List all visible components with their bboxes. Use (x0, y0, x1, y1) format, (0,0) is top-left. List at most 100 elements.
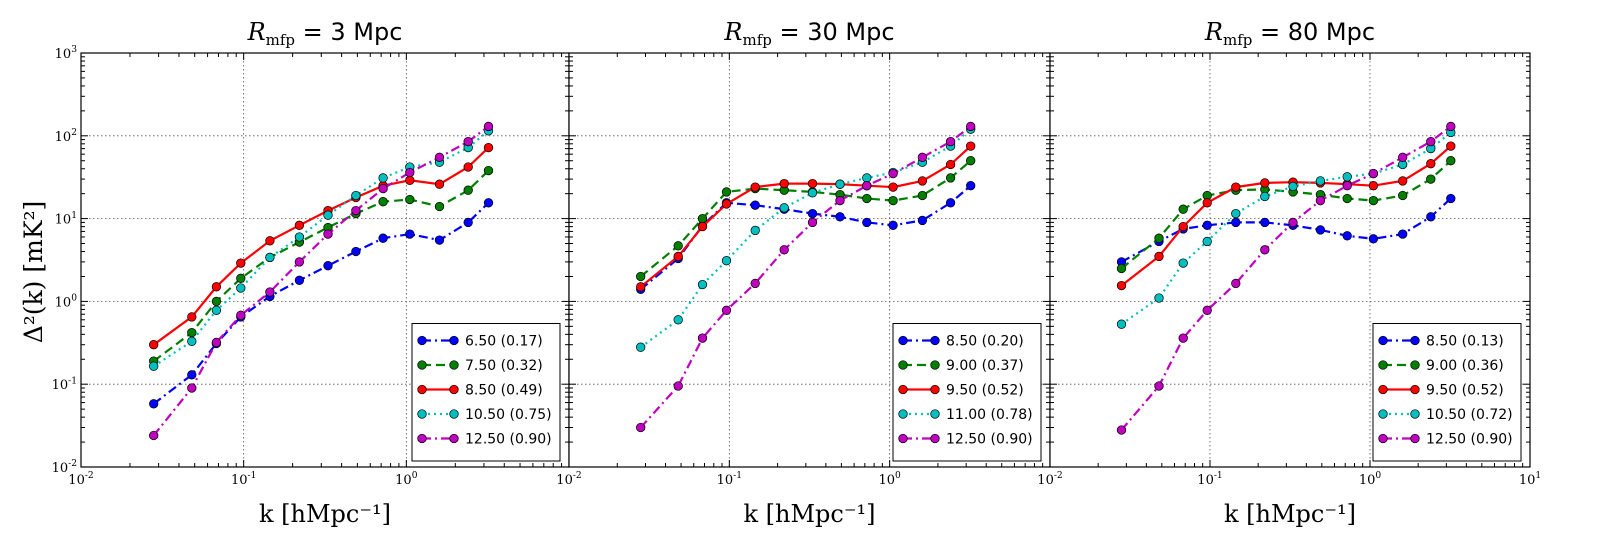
data-point (945, 173, 956, 183)
data-point (1315, 225, 1326, 235)
data-point (1260, 178, 1270, 188)
data-point (211, 305, 222, 315)
legend-marker (449, 360, 459, 370)
data-point (835, 212, 845, 222)
legend-marker (1410, 409, 1420, 419)
data-point (697, 221, 708, 232)
legend: 8.50 (0.20) 9.00 (0.37) 9.50 (0.52) 11.00 (… (892, 323, 1042, 462)
data-point (211, 282, 222, 292)
data-point (779, 203, 789, 213)
data-point (917, 190, 928, 201)
data-point (294, 220, 305, 230)
y-tick-label: 10-1 (52, 376, 77, 393)
data-point (1342, 172, 1352, 182)
data-point (636, 271, 646, 282)
series-4 (149, 126, 494, 371)
data-point (807, 188, 818, 198)
data-point (483, 198, 494, 208)
y-axis-label: Δ²(k) [mK²] (19, 201, 48, 344)
series-5 (149, 121, 494, 441)
series-5 (1116, 121, 1456, 435)
data-point (405, 194, 415, 205)
legend-marker (449, 409, 459, 419)
data-point (1202, 305, 1212, 315)
legend-label: 8.50 (0.20) (946, 334, 1024, 350)
data-point (673, 241, 683, 251)
data-point (294, 257, 305, 267)
data-point (888, 195, 898, 206)
legend-entry: 10.50 (0.72) (1378, 407, 1513, 423)
panel-3: 10-2 10-1 100 101 Rmfp = 80 Mpc k [hMpc⁻¹] 8.5… (1037, 18, 1541, 528)
x-tick-label: 101 (1519, 471, 1541, 488)
x-tick-label: 100 (395, 471, 418, 488)
data-point (187, 312, 197, 322)
legend-marker (417, 409, 427, 419)
legend-marker (898, 433, 908, 444)
y-tick-label: 103 (55, 45, 78, 62)
legend-label: 8.50 (0.13) (1426, 334, 1504, 350)
data-point (434, 179, 445, 189)
legend-marker (417, 360, 427, 370)
legend-label: 9.00 (0.37) (946, 358, 1024, 374)
legend-marker (1378, 335, 1388, 346)
legend-marker (930, 335, 940, 346)
data-point (862, 181, 872, 191)
legend-marker (930, 433, 940, 444)
grid (569, 53, 1050, 467)
data-point (673, 251, 683, 262)
x-tick-label: 10-2 (556, 471, 581, 488)
data-point (1178, 258, 1188, 268)
data-point (1398, 176, 1408, 186)
data-point (835, 179, 845, 189)
data-point (323, 261, 333, 271)
legend-marker (1378, 409, 1388, 419)
data-point (187, 336, 197, 346)
data-point (966, 156, 976, 166)
y-tick-label: 102 (55, 128, 77, 145)
legend-entry: 8.50 (0.49) (417, 383, 543, 399)
data-point (1426, 174, 1436, 184)
data-point (636, 282, 646, 292)
legend-marker (898, 384, 908, 395)
data-point (1202, 220, 1212, 230)
data-point (1154, 381, 1164, 391)
legend-label: 11.00 (0.78) (946, 407, 1033, 423)
data-point (888, 168, 898, 179)
legend-marker (1410, 335, 1420, 346)
legend-label: 8.50 (0.49) (465, 383, 543, 399)
data-point (721, 199, 732, 209)
data-point (1368, 168, 1379, 179)
legend-marker (417, 433, 427, 444)
chart-title: Rmfp = 3 Mpc (247, 18, 403, 49)
x-tick-label: 100 (1359, 471, 1382, 488)
data-point (1178, 221, 1188, 232)
data-point (211, 337, 222, 348)
legend-label: 9.00 (0.36) (1426, 358, 1504, 374)
data-point (697, 333, 708, 343)
legend-marker (449, 384, 459, 395)
data-point (405, 167, 415, 178)
legend-label: 6.50 (0.17) (465, 334, 543, 350)
data-point (697, 213, 708, 224)
data-point (323, 229, 333, 239)
legend-entry: 12.50 (0.90) (417, 432, 552, 448)
legend-label: 9.50 (0.52) (1426, 383, 1504, 399)
data-point (1178, 333, 1188, 343)
data-point (294, 232, 305, 242)
legend-entry: 9.00 (0.36) (1378, 358, 1504, 374)
data-point (1446, 193, 1456, 204)
legend-marker (1378, 360, 1388, 370)
legend-marker (1410, 433, 1420, 444)
legend: 8.50 (0.13) 9.00 (0.36) 9.50 (0.52) 10.50 (… (1372, 323, 1522, 462)
data-point (1231, 217, 1241, 228)
legend-label: 12.50 (0.90) (1426, 432, 1513, 448)
data-point (434, 152, 445, 162)
data-point (1315, 195, 1326, 206)
x-tick-label: 10-1 (717, 471, 742, 488)
panel-2: 10-2 10-1 100 Rmfp = 30 Mpc k [hMpc⁻¹] 8.50 (… (556, 18, 1051, 528)
data-point (721, 187, 732, 197)
data-point (888, 182, 898, 192)
plot-frame (1049, 52, 1531, 468)
legend-entry: 12.50 (0.90) (898, 432, 1033, 448)
